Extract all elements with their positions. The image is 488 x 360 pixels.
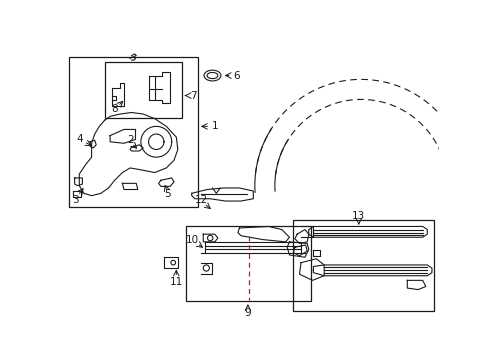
Text: 4: 4 [76,134,82,144]
Text: 2: 2 [126,135,133,145]
Bar [185,226,310,301]
Bar [104,62,182,118]
Text: 12: 12 [194,194,207,204]
Text: 11: 11 [169,277,183,287]
Text: 1: 1 [211,121,218,131]
Text: 10: 10 [185,235,199,245]
Text: 3: 3 [72,194,79,204]
Text: 13: 13 [351,211,365,221]
Text: 9: 9 [244,308,251,318]
Bar [68,57,198,207]
Text: 8: 8 [111,104,118,114]
Text: 6: 6 [233,71,240,81]
Text: 5: 5 [163,189,170,199]
Bar [293,220,433,311]
Text: 7: 7 [190,91,196,100]
